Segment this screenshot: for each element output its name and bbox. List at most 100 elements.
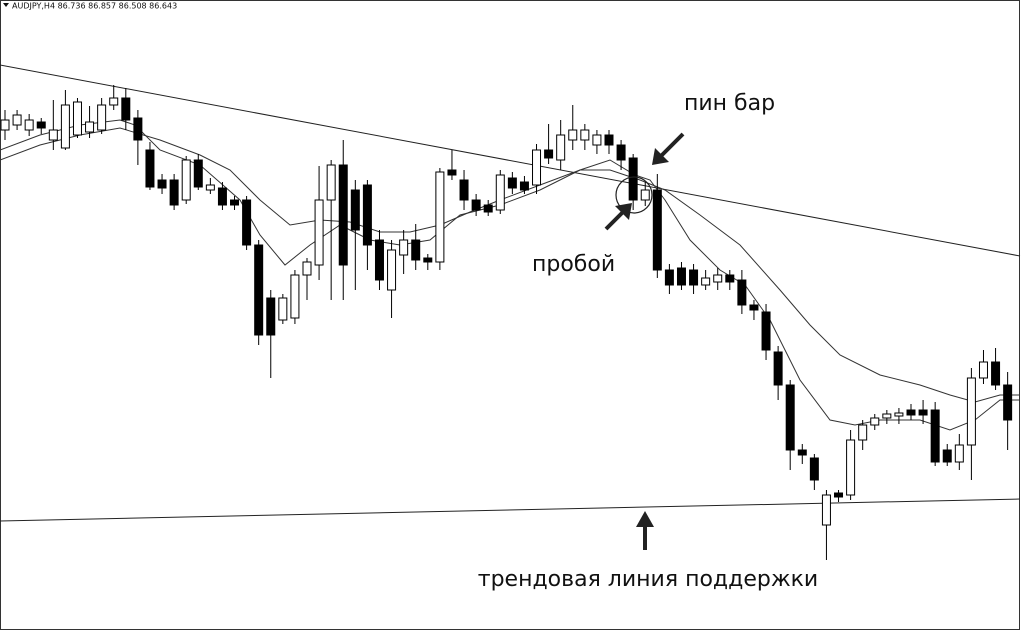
candle-body (604, 134, 614, 146)
candle-body (580, 129, 590, 141)
candle-body (423, 257, 433, 263)
candle-body (906, 409, 916, 416)
candle-body (616, 144, 626, 161)
candle-body (399, 239, 409, 256)
candle-body (858, 424, 868, 441)
candle-body (242, 199, 252, 246)
candle-body (193, 159, 203, 188)
candle-body (882, 413, 892, 419)
candle-body (532, 149, 542, 186)
candle-body (278, 297, 288, 321)
candle-body (254, 244, 264, 336)
header-icon (3, 3, 9, 7)
candle-body (314, 199, 324, 266)
pin-bar-arrow (658, 132, 685, 159)
candle-body (966, 377, 976, 446)
candle-body (326, 164, 336, 201)
candle-body (749, 304, 759, 311)
candle-body (387, 249, 397, 291)
candle-body (713, 274, 723, 283)
candle-body (0, 119, 10, 131)
candle-body (918, 409, 928, 416)
candle-body (230, 199, 240, 206)
arrows (604, 132, 685, 550)
candle-body (72, 101, 82, 136)
candle-body (471, 199, 481, 211)
candle-body (36, 121, 46, 129)
candle-body (145, 149, 155, 188)
candle-body (290, 274, 300, 319)
pin-bar-arrowhead (652, 148, 669, 165)
breakout-circle (615, 176, 653, 214)
candle-body (725, 274, 735, 283)
candle-body (169, 179, 179, 206)
candle-body (809, 457, 819, 481)
candle-body (302, 261, 312, 276)
candle-body (1003, 384, 1013, 421)
candle-body (374, 239, 384, 281)
candle-body (978, 361, 988, 379)
candle-body (48, 129, 58, 141)
candle-body (544, 149, 554, 159)
breakout-label: пробой (532, 252, 615, 277)
chart-header: AUDJPY,H4 86.736 86.857 86.508 86.643 (12, 2, 177, 11)
candle-body (483, 204, 493, 213)
candle-body (60, 104, 70, 149)
candle-body (592, 134, 602, 146)
candle-body (664, 269, 674, 286)
moving-average-slow (0, 127, 1019, 403)
candle-body (459, 179, 469, 201)
breakout-arrowhead (615, 203, 632, 220)
candle-body (109, 97, 119, 106)
candle-body (266, 297, 276, 336)
candle-body (556, 134, 566, 161)
candle-body (157, 179, 167, 189)
candle-body (773, 351, 783, 386)
candle-body (447, 169, 457, 176)
candle-body (519, 181, 529, 191)
candle-body (12, 114, 22, 126)
candle-body (507, 177, 517, 189)
support-label: трендовая линия поддержки (478, 567, 818, 592)
candle-body (640, 189, 650, 201)
candle-body (435, 171, 445, 263)
candle-body (834, 492, 844, 498)
candle-body (689, 269, 699, 286)
moving-average-fast (0, 119, 1019, 431)
candle-body (24, 119, 34, 131)
breakout-arrow (604, 209, 626, 231)
candle-body (350, 189, 360, 231)
candle-body (846, 439, 856, 496)
candle-body (785, 384, 795, 451)
candle-body (217, 187, 227, 206)
support-arrowhead (636, 511, 654, 527)
candle-body (121, 97, 131, 121)
candles (0, 85, 1013, 560)
candle-body (568, 129, 578, 141)
candle-body (411, 239, 421, 261)
candle-body (133, 117, 143, 141)
pin-bar-label: пин бар (684, 91, 775, 116)
candle-body (97, 104, 107, 131)
candle-body (954, 444, 964, 463)
candle-body (701, 277, 711, 286)
candle-body (761, 311, 771, 351)
candle-body (205, 184, 215, 191)
candle-body (991, 361, 1001, 386)
resistance-trendline (0, 64, 1021, 257)
candle-body (181, 159, 191, 201)
candle-body (930, 409, 940, 463)
candle-body (676, 267, 686, 286)
candle-body (737, 279, 747, 306)
candle-body (338, 164, 348, 266)
candle-body (652, 189, 662, 271)
candle-body (797, 449, 807, 456)
candle-body (942, 449, 952, 463)
candle-body (894, 412, 904, 417)
candle-body (495, 174, 505, 211)
candle-body (362, 184, 372, 246)
candle-body (85, 121, 95, 133)
